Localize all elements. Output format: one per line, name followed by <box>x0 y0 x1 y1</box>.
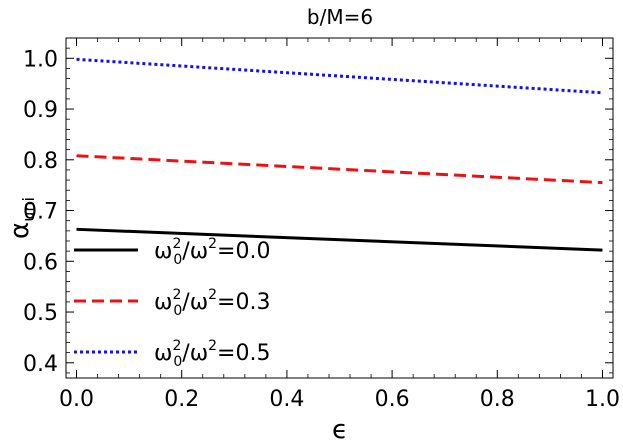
svg-text:αuni: αuni <box>5 197 38 239</box>
series-layer <box>76 57 603 252</box>
x-axis-title: ϵ <box>332 415 348 445</box>
y-tick-label: 1.0 <box>23 47 58 72</box>
x-tick-label: 0.2 <box>164 387 199 412</box>
y-tick-label: 0.9 <box>23 98 58 123</box>
chart-title: b/M=6 <box>307 5 373 29</box>
y-tick-label: 0.8 <box>23 149 58 174</box>
y-tick-label: 0.6 <box>23 250 58 275</box>
plot-frame <box>65 37 614 379</box>
y-tick-label: 0.4 <box>23 352 58 377</box>
x-tick-label: 0.4 <box>269 387 304 412</box>
legend: ω2 0/ω2=0.0 ω2 0/ω2=0.3 ω2 0/ω2=0.5 <box>74 236 270 370</box>
x-tick-label: 0.6 <box>375 387 410 412</box>
x-tick-label: 1.0 <box>585 387 620 412</box>
plot-border <box>65 37 614 379</box>
x-axis: 0.0 0.2 0.4 0.6 0.8 1.0 <box>59 38 620 412</box>
y-tick-label: 0.5 <box>23 301 58 326</box>
x-tick-label: 0.8 <box>480 387 515 412</box>
y-axis-title-sub: uni <box>19 197 38 222</box>
series-line-1 <box>76 154 603 185</box>
y-axis-title: αuni <box>5 197 38 239</box>
legend-label-2: ω2 0/ω2=0.5 <box>154 338 270 370</box>
legend-label-0: ω2 0/ω2=0.0 <box>154 236 270 268</box>
y-tick-label: 0.7 <box>23 200 58 225</box>
y-axis: 0.4 0.5 0.6 0.7 0.8 0.9 1.0 <box>23 47 613 377</box>
y-axis-title-base: α <box>5 222 35 239</box>
series-line-2 <box>76 57 603 95</box>
legend-label-1: ω2 0/ω2=0.3 <box>154 287 270 319</box>
series-line-0 <box>76 227 603 252</box>
x-tick-label: 0.0 <box>59 387 94 412</box>
